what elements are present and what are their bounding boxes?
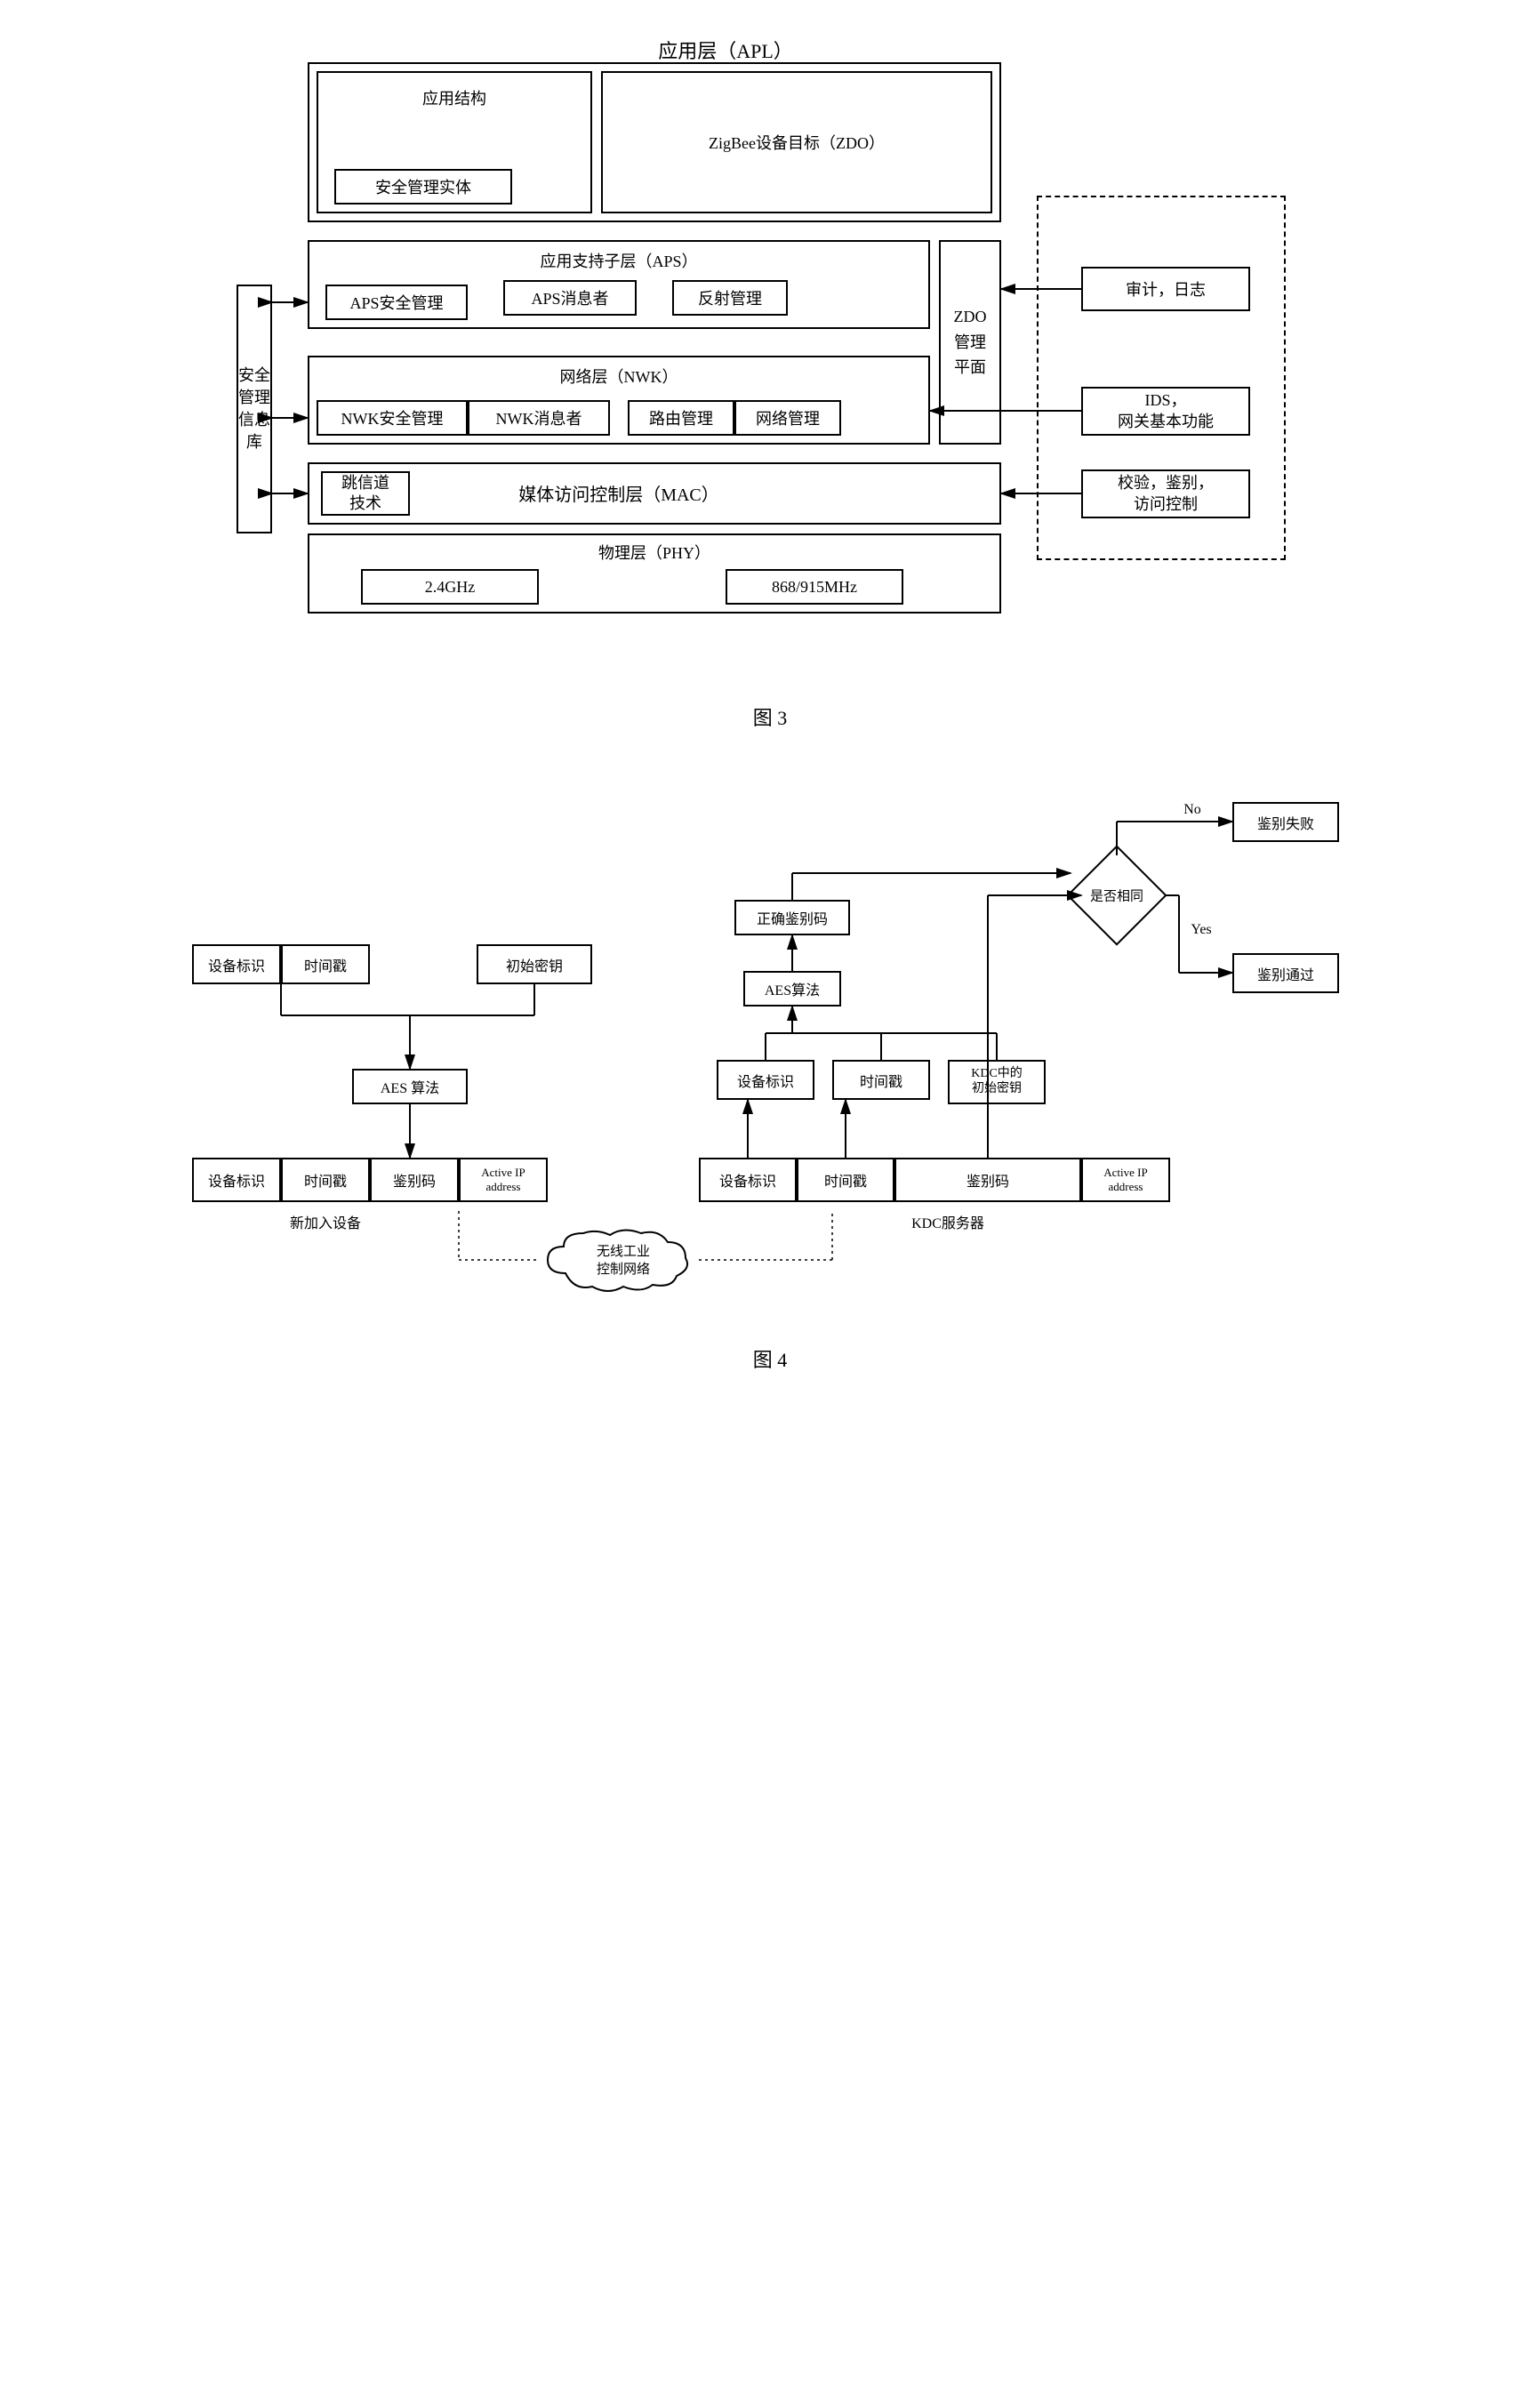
smib-box: 安全 管理 信息 库 bbox=[237, 285, 272, 533]
no-label: No bbox=[1175, 802, 1210, 818]
zdo: ZigBee设备目标（ZDO） bbox=[601, 71, 992, 213]
yes-label: Yes bbox=[1183, 922, 1219, 938]
cloud: 无线工业 控制网络 bbox=[539, 1224, 699, 1295]
right-timestamp-row: 时间戳 bbox=[797, 1158, 894, 1202]
left-init-key: 初始密钥 bbox=[477, 944, 592, 984]
right-caption: KDC服务器 bbox=[859, 1211, 1037, 1232]
mac-title: 媒体访问控制层（MAC） bbox=[441, 480, 797, 506]
left-timestamp: 时间戳 bbox=[281, 944, 370, 984]
zdo-plane: ZDO 管理 平面 bbox=[939, 240, 1001, 445]
audit-log: 审计，日志 bbox=[1081, 267, 1250, 311]
left-timestamp2: 时间戳 bbox=[281, 1158, 370, 1202]
reflection-mgmt: 反射管理 bbox=[672, 280, 788, 316]
right-kdc-key: KDC中的 初始密钥 bbox=[948, 1060, 1046, 1104]
fig4-caption: 图 4 bbox=[36, 1344, 1504, 1373]
hop-channel: 跳信道 技术 bbox=[321, 471, 410, 516]
apl-title: 应用层（APL） bbox=[592, 36, 859, 64]
right-dev-id-row: 设备标识 bbox=[699, 1158, 797, 1202]
fail-box: 鉴别失败 bbox=[1232, 802, 1339, 842]
same-diamond: 是否相同 bbox=[1081, 860, 1152, 931]
security-entity: 安全管理实体 bbox=[334, 169, 512, 205]
left-aes: AES 算法 bbox=[352, 1069, 468, 1104]
nwk-security: NWK安全管理 bbox=[317, 400, 468, 436]
right-timestamp2: 时间戳 bbox=[832, 1060, 930, 1100]
freq1: 2.4GHz bbox=[361, 569, 539, 605]
pass-box: 鉴别通过 bbox=[1232, 953, 1339, 993]
left-caption: 新加入设备 bbox=[237, 1211, 414, 1232]
right-active-ip-row: Active IP address bbox=[1081, 1158, 1170, 1202]
net-mgmt: 网络管理 bbox=[734, 400, 841, 436]
left-auth-code: 鉴别码 bbox=[370, 1158, 459, 1202]
left-active-ip: Active IP address bbox=[459, 1158, 548, 1202]
left-dev-id: 设备标识 bbox=[192, 944, 281, 984]
right-correct-code: 正确鉴别码 bbox=[734, 900, 850, 935]
nwk-consumer: NWK消息者 bbox=[468, 400, 610, 436]
freq2: 868/915MHz bbox=[726, 569, 903, 605]
auth-access: 校验，鉴别， 访问控制 bbox=[1081, 469, 1250, 518]
right-dev-id2: 设备标识 bbox=[717, 1060, 814, 1100]
route-mgmt: 路由管理 bbox=[628, 400, 734, 436]
right-auth-code-row: 鉴别码 bbox=[894, 1158, 1081, 1202]
aps-consumer: APS消息者 bbox=[503, 280, 637, 316]
right-aes: AES算法 bbox=[743, 971, 841, 1007]
ids-box: IDS， 网关基本功能 bbox=[1081, 387, 1250, 436]
aps-security: APS安全管理 bbox=[325, 285, 468, 320]
left-dev-id2: 设备标识 bbox=[192, 1158, 281, 1202]
fig3-caption: 图 3 bbox=[36, 702, 1504, 731]
